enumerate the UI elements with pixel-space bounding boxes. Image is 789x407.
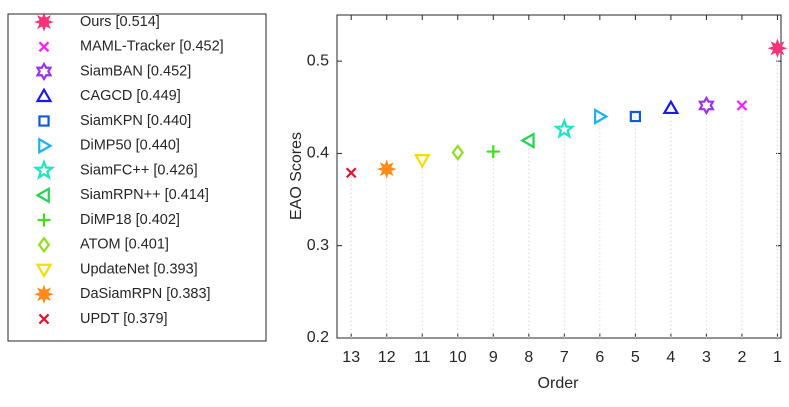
x-tick-label: 9 xyxy=(489,349,498,366)
legend-marker xyxy=(32,158,56,180)
marker xyxy=(520,132,535,149)
x-tick-label: 6 xyxy=(595,349,604,366)
legend-marker xyxy=(38,313,50,325)
x-tick-label: 5 xyxy=(631,349,640,366)
y-tick-label: 0.2 xyxy=(307,329,329,346)
marker xyxy=(553,117,576,139)
legend-label: SiamRPN++ [0.414] xyxy=(80,187,209,203)
legend: Ours [0.514] MAML-Tracker [0.452] SiamBAN … xyxy=(32,12,224,327)
marker xyxy=(767,38,788,58)
x-tick-label: 8 xyxy=(524,349,533,366)
legend-marker xyxy=(34,12,54,32)
plot-area xyxy=(336,14,782,339)
y-tick-label: 0.3 xyxy=(307,237,329,254)
marker xyxy=(698,95,715,116)
marker xyxy=(451,144,465,161)
legend-marker xyxy=(37,213,51,227)
y-axis-label: EAO Scores xyxy=(288,132,305,220)
marker xyxy=(662,99,680,115)
legend-label: SiamFC++ [0.426] xyxy=(80,162,198,178)
marker xyxy=(629,110,642,123)
y-tick-label: 0.5 xyxy=(307,52,329,69)
legend-marker xyxy=(35,87,53,103)
legend-label: Ours [0.514] xyxy=(80,14,160,30)
legend-marker xyxy=(38,41,50,53)
y-tick-label: 0.4 xyxy=(307,145,329,162)
legend-label: ATOM [0.401] xyxy=(80,237,169,253)
legend-label: UPDT [0.379] xyxy=(80,311,168,327)
legend-marker xyxy=(37,236,51,254)
marker xyxy=(345,167,357,179)
marker xyxy=(486,145,500,159)
legend-label: SiamKPN [0.440] xyxy=(80,113,191,129)
marker xyxy=(594,108,609,125)
marker xyxy=(413,154,431,169)
legend-label: DiMP50 [0.440] xyxy=(80,138,180,154)
x-tick-label: 1 xyxy=(773,349,782,366)
x-tick-label: 12 xyxy=(378,349,396,366)
x-tick-label: 3 xyxy=(702,349,711,366)
legend-marker xyxy=(34,284,54,305)
legend-label: SiamBAN [0.452] xyxy=(80,63,191,79)
legend-label: DiMP18 [0.402] xyxy=(80,212,180,228)
legend-marker xyxy=(38,137,53,155)
x-tick-label: 2 xyxy=(737,349,746,366)
legend-label: DaSiamRPN [0.383] xyxy=(80,286,211,302)
legend-marker xyxy=(35,186,50,204)
x-tick-label: 13 xyxy=(342,349,360,366)
marker xyxy=(376,159,397,179)
legend-marker xyxy=(38,115,50,127)
x-tick-label: 4 xyxy=(666,349,675,366)
x-tick-label: 10 xyxy=(449,349,467,366)
legend-marker xyxy=(35,61,53,82)
x-tick-label: 7 xyxy=(560,349,569,366)
legend-label: UpdateNet [0.393] xyxy=(80,261,198,277)
legend-marker xyxy=(35,263,53,279)
legend-label: CAGCD [0.449] xyxy=(80,88,181,104)
x-axis-label: Order xyxy=(538,375,580,392)
x-tick-label: 11 xyxy=(414,349,431,366)
marker xyxy=(736,100,748,111)
legend-label: MAML-Tracker [0.452] xyxy=(80,39,224,55)
